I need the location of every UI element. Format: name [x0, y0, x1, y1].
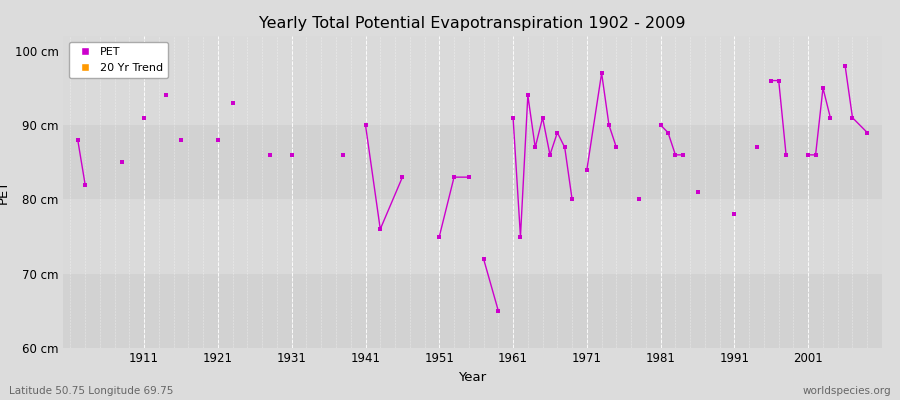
Point	[594, 70, 608, 76]
X-axis label: Year: Year	[458, 371, 487, 384]
Point	[358, 122, 373, 128]
Point	[808, 152, 823, 158]
Point	[838, 62, 852, 69]
Point	[520, 92, 535, 99]
Point	[557, 144, 572, 151]
Point	[137, 114, 151, 121]
Point	[845, 114, 859, 121]
Point	[78, 181, 93, 188]
Point	[263, 152, 277, 158]
Point	[676, 152, 690, 158]
Point	[668, 152, 682, 158]
Bar	[63, 274, 882, 348]
Point	[536, 114, 550, 121]
Y-axis label: PET: PET	[0, 180, 9, 204]
Point	[491, 308, 506, 314]
Point	[580, 166, 594, 173]
Point	[750, 144, 764, 151]
Point	[764, 77, 778, 84]
Point	[337, 152, 351, 158]
Point	[631, 196, 645, 203]
Point	[174, 137, 188, 143]
Text: Latitude 50.75 Longitude 69.75: Latitude 50.75 Longitude 69.75	[9, 386, 174, 396]
Point	[653, 122, 668, 128]
Point	[550, 129, 564, 136]
Text: worldspecies.org: worldspecies.org	[803, 386, 891, 396]
Point	[432, 233, 446, 240]
Bar	[63, 125, 882, 200]
Bar	[63, 200, 882, 274]
Point	[226, 100, 240, 106]
Point	[609, 144, 624, 151]
Point	[528, 144, 543, 151]
Point	[284, 152, 299, 158]
Point	[661, 129, 675, 136]
Point	[70, 137, 85, 143]
Point	[159, 92, 174, 99]
Point	[690, 189, 705, 195]
Point	[447, 174, 462, 180]
Point	[543, 152, 557, 158]
Point	[860, 129, 875, 136]
Point	[506, 114, 520, 121]
Title: Yearly Total Potential Evapotranspiration 1902 - 2009: Yearly Total Potential Evapotranspiratio…	[259, 16, 686, 31]
Point	[211, 137, 225, 143]
Point	[771, 77, 786, 84]
Point	[778, 152, 793, 158]
Point	[602, 122, 616, 128]
Point	[476, 256, 491, 262]
Point	[565, 196, 580, 203]
Point	[815, 85, 830, 91]
Point	[824, 114, 838, 121]
Point	[727, 211, 742, 218]
Point	[115, 159, 130, 166]
Point	[801, 152, 815, 158]
Point	[374, 226, 388, 232]
Point	[513, 233, 527, 240]
Point	[462, 174, 476, 180]
Point	[395, 174, 410, 180]
Bar	[63, 36, 882, 125]
Legend: PET, 20 Yr Trend: PET, 20 Yr Trend	[68, 42, 168, 78]
